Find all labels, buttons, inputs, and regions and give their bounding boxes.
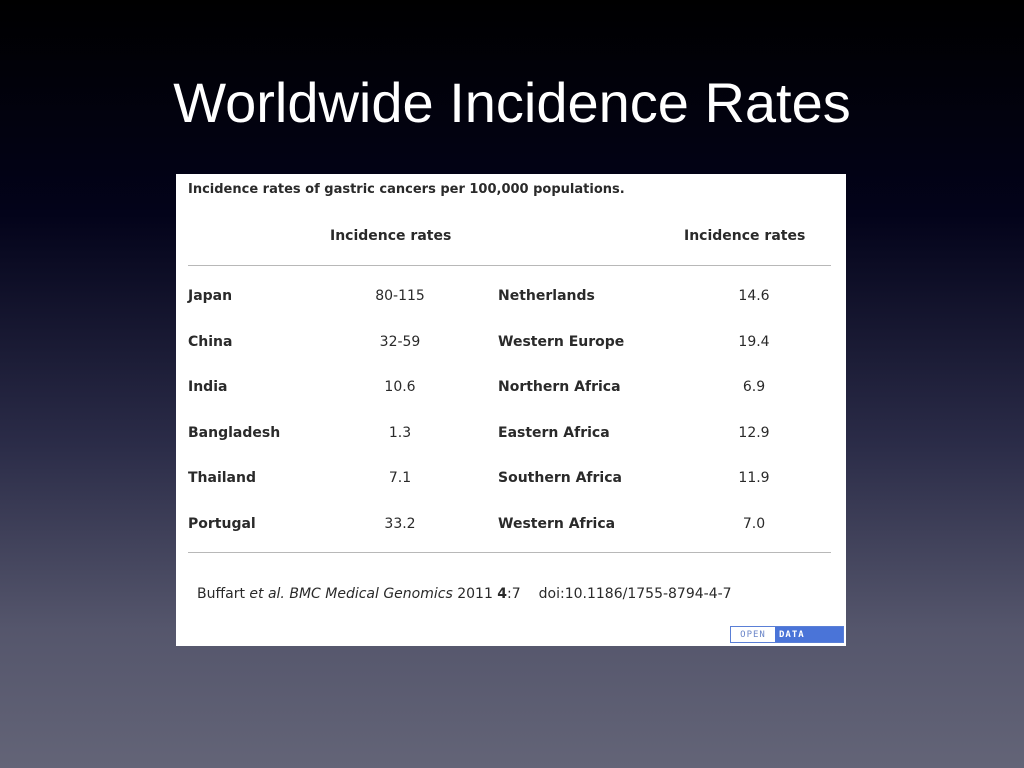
left-country-cell: China	[188, 334, 233, 350]
citation-journal: BMC Medical Genomics	[284, 586, 453, 602]
open-data-badge-data: DATA	[775, 627, 843, 642]
citation-doi: doi:10.1186/1755-8794-4-7	[538, 586, 732, 602]
open-data-badge-open: OPEN	[740, 629, 766, 640]
right-country-cell: Eastern Africa	[498, 425, 610, 441]
left-rate-cell: 80-115	[375, 288, 425, 304]
left-rate-cell: 7.1	[388, 470, 412, 486]
right-country-cell: Southern Africa	[498, 470, 622, 486]
right-country-cell: Western Europe	[498, 334, 625, 350]
right-country-cell: Northern Africa	[498, 379, 621, 395]
left-rate-cell: 10.6	[384, 379, 416, 395]
right-country-cell: Netherlands	[498, 288, 595, 304]
left-rate-cell: 32-59	[379, 334, 421, 350]
left-rate-header: Incidence rates	[330, 228, 452, 244]
citation-year: 2011	[452, 586, 498, 602]
right-rate-cell: 12.9	[738, 425, 770, 441]
left-rate-cell: 33.2	[384, 516, 416, 532]
citation-author: Buffart	[197, 586, 250, 602]
citation-pages: :7	[507, 586, 521, 602]
right-country-cell: Western Africa	[498, 516, 616, 532]
left-country-cell: Portugal	[188, 516, 256, 532]
right-rate-cell: 6.9	[742, 379, 766, 395]
citation-volume: 4	[497, 586, 508, 602]
open-data-badge: OPEN DATA	[730, 626, 844, 643]
right-rate-cell: 7.0	[742, 516, 766, 532]
left-country-cell: Thailand	[188, 470, 256, 486]
right-rate-header: Incidence rates	[684, 228, 806, 244]
right-rate-cell: 11.9	[738, 470, 770, 486]
incidence-table-panel: Incidence rates of gastric cancers per 1…	[176, 174, 846, 646]
left-rate-cell: 1.3	[388, 425, 412, 441]
table-caption: Incidence rates of gastric cancers per 1…	[188, 182, 625, 197]
right-rate-cell: 14.6	[738, 288, 770, 304]
slide-title: Worldwide Incidence Rates	[173, 71, 851, 134]
footer-divider	[188, 552, 831, 553]
left-country-cell: Bangladesh	[188, 425, 281, 441]
citation-etal: et al.	[249, 586, 285, 602]
left-country-cell: India	[188, 379, 228, 395]
right-rate-cell: 19.4	[738, 334, 770, 350]
left-country-cell: Japan	[188, 288, 233, 304]
citation: Buffart et al. BMC Medical Genomics 2011…	[197, 586, 732, 602]
header-divider	[188, 265, 831, 266]
